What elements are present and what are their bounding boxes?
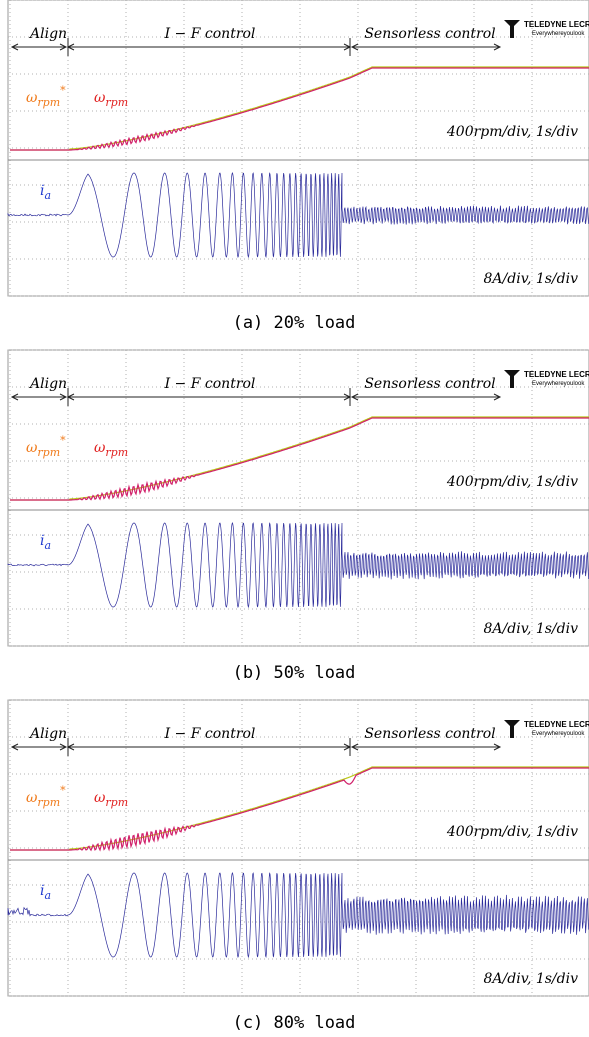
- phase-label: I − F control: [164, 726, 256, 742]
- scope-panel: Align I − F control Sensorless control TELE…: [8, 700, 589, 996]
- symbol: ω: [94, 440, 106, 456]
- subscript: rpm: [105, 446, 128, 459]
- phase-label: Sensorless control: [364, 26, 495, 42]
- figure: Align I − F control Sensorless control TELE…: [0, 0, 589, 1037]
- current-scale: 8A/div, 1s/div: [484, 971, 579, 987]
- symbol: ω: [26, 440, 38, 456]
- superscript: *: [60, 84, 66, 97]
- caption: (b) 50% load: [233, 663, 356, 683]
- subscript: rpm: [105, 96, 128, 109]
- symbol: ω: [26, 790, 38, 806]
- speed-scale: 400rpm/div, 1s/div: [446, 124, 578, 140]
- logo-brand: TELEDYNE LECROY: [524, 20, 589, 29]
- superscript: *: [60, 784, 66, 797]
- symbol: ω: [94, 790, 106, 806]
- phase-label: I − F control: [164, 26, 256, 42]
- symbol: ω: [26, 90, 38, 106]
- logo-brand: TELEDYNE LECROY: [524, 720, 589, 729]
- caption: (c) 80% load: [233, 1013, 356, 1033]
- subscript: rpm: [37, 96, 60, 109]
- subscript: rpm: [105, 796, 128, 809]
- phase-label: Align: [28, 26, 67, 42]
- logo-tagline: Everywhereyoulook: [532, 381, 585, 387]
- phase-label: Sensorless control: [364, 376, 495, 392]
- speed-scale: 400rpm/div, 1s/div: [446, 824, 578, 840]
- subscript: rpm: [37, 446, 60, 459]
- scope-panel: Align I − F control Sensorless control TELE…: [8, 350, 589, 646]
- subscript: a: [44, 539, 51, 552]
- logo-tagline: Everywhereyoulook: [532, 731, 585, 737]
- caption: (a) 20% load: [233, 313, 356, 333]
- phase-label: Sensorless control: [364, 726, 495, 742]
- logo-tagline: Everywhereyoulook: [532, 31, 585, 37]
- symbol: ω: [94, 90, 106, 106]
- speed-scale: 400rpm/div, 1s/div: [446, 474, 578, 490]
- subscript: rpm: [37, 796, 60, 809]
- current-scale: 8A/div, 1s/div: [484, 621, 579, 637]
- scope-panel: Align I − F control Sensorless control TELE…: [8, 0, 589, 296]
- phase-label: Align: [28, 376, 67, 392]
- logo-brand: TELEDYNE LECROY: [524, 370, 589, 379]
- phase-label: Align: [28, 726, 67, 742]
- superscript: *: [60, 434, 66, 447]
- phase-label: I − F control: [164, 376, 256, 392]
- subscript: a: [44, 189, 51, 202]
- subscript: a: [44, 889, 51, 902]
- current-scale: 8A/div, 1s/div: [484, 271, 579, 287]
